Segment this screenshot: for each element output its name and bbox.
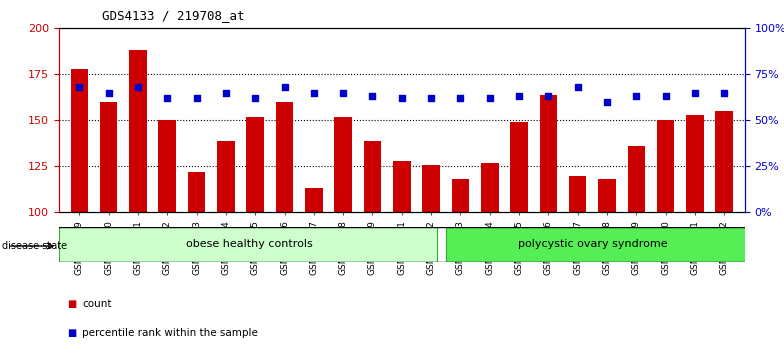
Point (484, 96, 496, 101)
Point (132, 84, 144, 90)
Point (572, 84, 584, 90)
Point (659, 93, 672, 99)
Point (688, 90, 701, 96)
Point (191, 96, 203, 101)
Point (161, 96, 173, 101)
Bar (627, 146, 645, 212)
Text: ■: ■ (67, 299, 76, 309)
Bar (446, 227, 750, 262)
Point (307, 90, 320, 96)
Point (395, 96, 408, 101)
Bar (129, 50, 147, 212)
Text: polycystic ovary syndrome: polycystic ovary syndrome (517, 239, 667, 249)
Bar (686, 115, 704, 212)
Bar (305, 188, 323, 212)
Point (249, 96, 262, 101)
Bar (276, 102, 293, 212)
Point (220, 90, 232, 96)
Text: GDS4133 / 219708_at: GDS4133 / 219708_at (102, 9, 245, 22)
Bar (100, 102, 118, 212)
Bar (364, 141, 381, 212)
Bar (393, 161, 411, 212)
Point (454, 96, 466, 101)
Point (542, 93, 554, 99)
Text: obese healthy controls: obese healthy controls (186, 239, 313, 249)
Point (425, 96, 437, 101)
Point (366, 93, 379, 99)
Text: disease state: disease state (2, 241, 67, 251)
Bar (423, 165, 440, 212)
Text: percentile rank within the sample: percentile rank within the sample (82, 328, 258, 338)
Point (73, 84, 85, 90)
Bar (158, 120, 176, 212)
Bar (59, 227, 437, 262)
Text: count: count (82, 299, 112, 309)
Point (630, 93, 643, 99)
Point (601, 99, 613, 105)
Bar (217, 141, 234, 212)
Bar (334, 117, 352, 212)
Text: ■: ■ (67, 328, 76, 338)
Bar (539, 95, 557, 212)
Bar (188, 172, 205, 212)
Point (718, 90, 731, 96)
Point (278, 84, 291, 90)
Bar (657, 120, 674, 212)
Bar (452, 179, 470, 212)
Point (103, 90, 115, 96)
Point (513, 93, 525, 99)
Bar (246, 117, 264, 212)
Bar (510, 122, 528, 212)
Bar (71, 69, 88, 212)
Bar (716, 111, 733, 212)
Bar (481, 163, 499, 212)
Point (337, 90, 350, 96)
Bar (598, 179, 615, 212)
Bar (569, 176, 586, 212)
